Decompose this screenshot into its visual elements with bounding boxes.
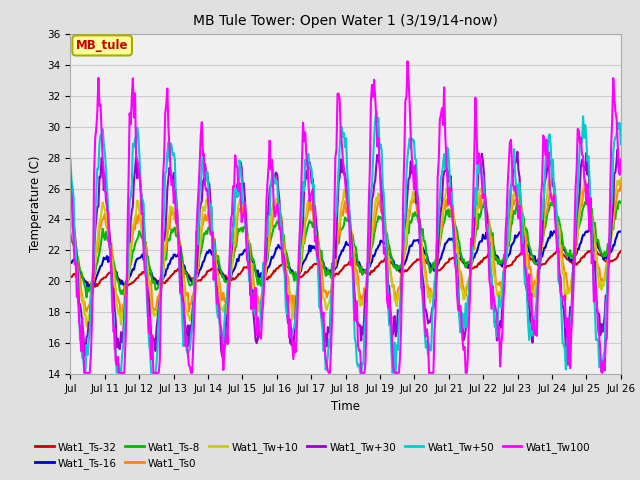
Title: MB Tule Tower: Open Water 1 (3/19/14-now): MB Tule Tower: Open Water 1 (3/19/14-now… [193, 14, 498, 28]
Text: MB_tule: MB_tule [76, 39, 129, 52]
Y-axis label: Temperature (C): Temperature (C) [29, 156, 42, 252]
Legend: Wat1_Ts-32, Wat1_Ts-16, Wat1_Ts-8, Wat1_Ts0, Wat1_Tw+10, Wat1_Tw+30, Wat1_Tw+50,: Wat1_Ts-32, Wat1_Ts-16, Wat1_Ts-8, Wat1_… [31, 438, 595, 473]
X-axis label: Time: Time [331, 400, 360, 413]
